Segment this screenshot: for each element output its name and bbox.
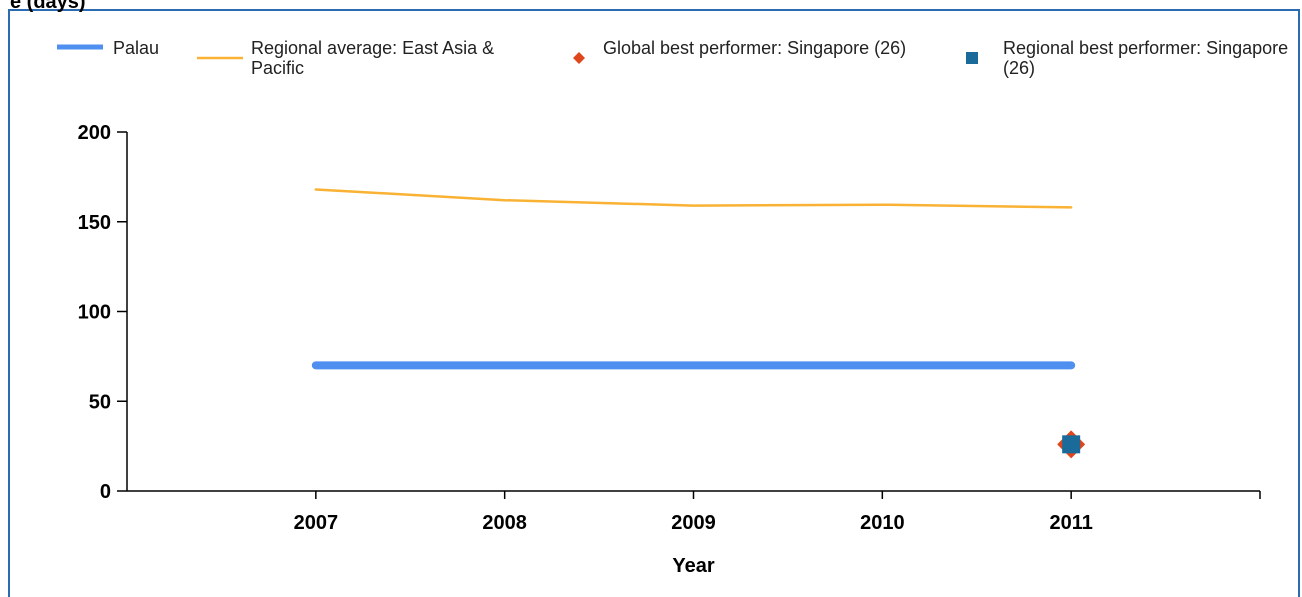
x-tick-label: 2007 — [294, 512, 339, 534]
y-tick-label: 100 — [78, 302, 111, 324]
legend-label: Palau — [113, 38, 160, 58]
x-tick-label: 2010 — [860, 512, 905, 534]
legend-label: Regional best performer: Singapore (26) — [1003, 38, 1289, 78]
legend-square — [966, 52, 978, 64]
series-line — [314, 188, 1073, 209]
legend-symbol — [966, 52, 978, 64]
y-tick-label: 50 — [89, 391, 111, 413]
x-axis-label: Year — [672, 555, 714, 577]
legend-symbol — [57, 44, 103, 50]
legend-label: Regional average: East Asia & Pacific — [251, 38, 495, 78]
x-tick-label: 2009 — [671, 512, 716, 534]
x-tick-label: 2011 — [1049, 512, 1092, 534]
legend-label: Global best performer: Singapore (26) — [603, 38, 907, 58]
x-tick-label: 2008 — [482, 512, 527, 534]
y-tick-label: 200 — [78, 122, 111, 144]
square-marker — [1062, 435, 1081, 454]
legend-symbol — [573, 52, 585, 64]
chart-frame — [8, 9, 1300, 597]
legend-symbol — [197, 56, 243, 60]
chart-title: e (days) — [10, 0, 86, 13]
y-tick-label: 150 — [78, 212, 111, 234]
y-tick-label: 0 — [100, 481, 111, 503]
legend-diamond — [573, 52, 585, 64]
